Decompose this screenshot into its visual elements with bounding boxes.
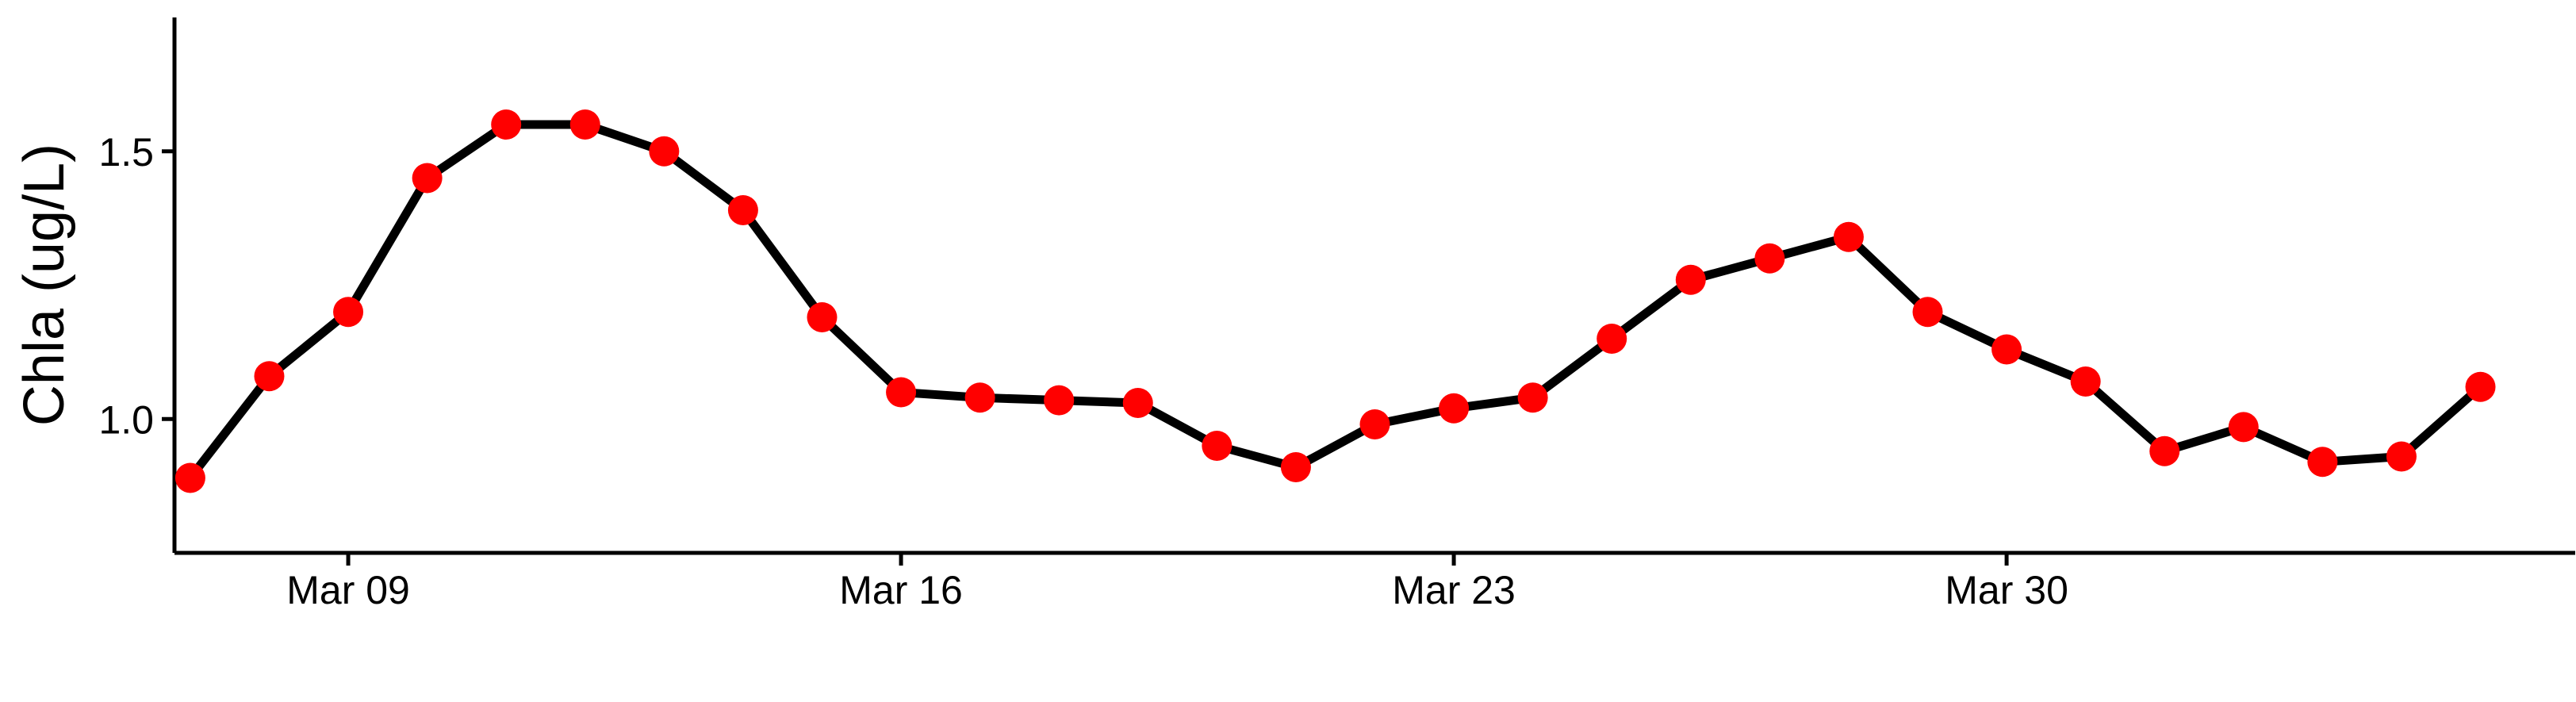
data-point	[1280, 452, 1311, 482]
data-point	[964, 382, 995, 413]
y-axis: 1.0 1.5	[98, 17, 177, 553]
y-tick-label: 1.0	[98, 397, 154, 442]
data-point	[1991, 334, 2022, 365]
x-tick-label: Mar 09	[286, 568, 410, 612]
data-point	[174, 462, 205, 493]
data-point	[1122, 388, 1153, 418]
data-point	[2465, 371, 2496, 402]
x-tick-label: Mar 16	[839, 568, 963, 612]
data-point	[1359, 409, 1390, 439]
data-point	[1912, 297, 1943, 328]
data-point	[1044, 385, 1075, 416]
data-point	[2149, 435, 2180, 466]
data-point	[807, 302, 838, 332]
data-point	[254, 361, 285, 392]
data-point	[1517, 382, 1548, 413]
data-point	[2228, 412, 2259, 443]
data-point	[491, 109, 522, 140]
plot-area	[174, 109, 2496, 493]
data-point	[569, 109, 600, 140]
x-tick-label: Mar 23	[1392, 568, 1516, 612]
data-point	[1833, 221, 1864, 252]
x-ticks: Mar 09 Mar 16 Mar 23 Mar 30	[286, 553, 2068, 612]
y-axis-title: Chla (ug/L)	[13, 144, 76, 426]
data-point	[886, 377, 917, 408]
data-point	[1754, 243, 1785, 274]
y-ticks: 1.0 1.5	[98, 130, 174, 442]
data-point	[2307, 447, 2338, 478]
data-point	[649, 136, 680, 167]
data-point	[1675, 264, 1706, 295]
x-tick-label: Mar 30	[1945, 568, 2068, 612]
data-point	[1202, 431, 1232, 461]
data-point	[412, 163, 443, 194]
data-point	[727, 195, 758, 225]
data-point	[1439, 393, 1470, 424]
data-point	[2070, 366, 2101, 397]
y-tick-label: 1.5	[98, 130, 154, 175]
data-point	[2386, 441, 2417, 472]
x-axis: Mar 09 Mar 16 Mar 23 Mar 30	[174, 550, 2575, 612]
series-line	[186, 120, 2485, 482]
data-point	[333, 297, 364, 328]
data-point	[1597, 324, 1627, 354]
